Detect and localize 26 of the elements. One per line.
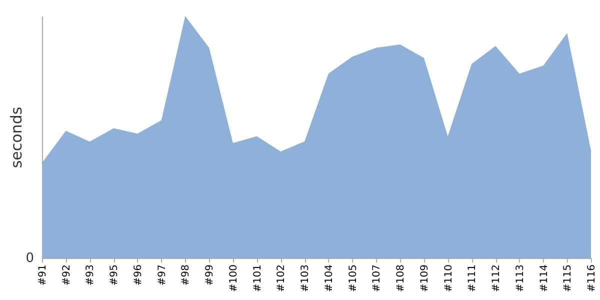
- x-tick-label: #110: [443, 264, 454, 292]
- x-tick-label: #107: [372, 264, 383, 292]
- x-tick-label: #104: [324, 264, 335, 292]
- x-tick-label: #111: [467, 264, 478, 292]
- x-tick-label: #115: [562, 264, 574, 292]
- x-tick-label: #99: [204, 264, 216, 286]
- x-tick-label: #105: [348, 264, 359, 292]
- x-tick-label: #97: [156, 264, 168, 286]
- x-tick-label: #98: [180, 264, 192, 286]
- x-tick-label: #95: [109, 264, 120, 286]
- x-tick-label: #109: [419, 264, 430, 292]
- x-tick-label: #102: [276, 264, 288, 292]
- x-tick-label: #103: [300, 264, 312, 292]
- x-tick-label: #92: [61, 264, 72, 286]
- text: 0: [26, 251, 34, 266]
- x-tick-label: #112: [491, 264, 502, 292]
- x-tick-label: #93: [85, 264, 96, 286]
- x-tick-label: #96: [132, 264, 144, 286]
- x-tick-label: #101: [252, 264, 264, 292]
- y-axis-title: seconds: [8, 106, 26, 168]
- x-tick-label: #114: [538, 264, 550, 292]
- x-tick-label: #91: [38, 264, 48, 286]
- x-tick-label: #116: [586, 264, 598, 292]
- x-tick-label: #108: [396, 264, 407, 292]
- x-tick-label: #113: [514, 264, 526, 292]
- x-tick-label: #100: [228, 264, 240, 292]
